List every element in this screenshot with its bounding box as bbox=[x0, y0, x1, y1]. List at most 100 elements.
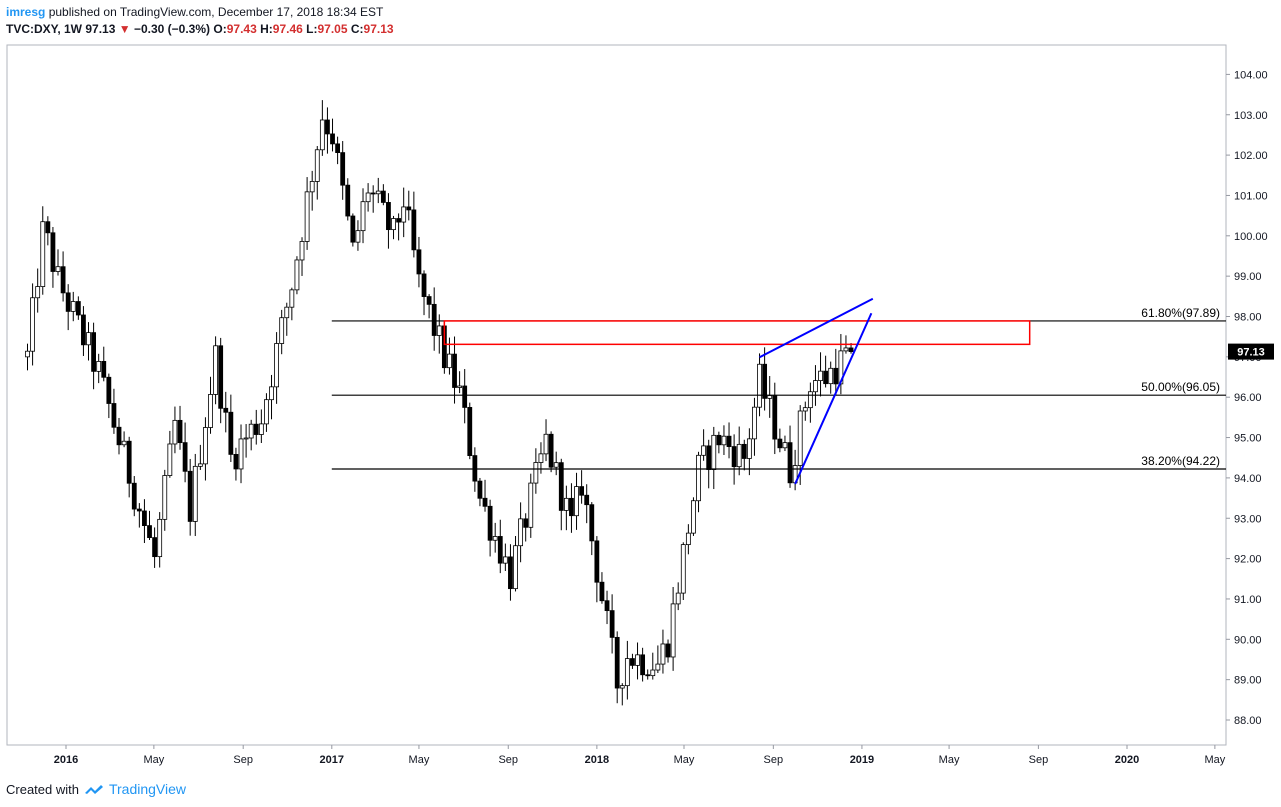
candle-down bbox=[45, 221, 51, 234]
candle-down bbox=[640, 654, 646, 676]
author-link[interactable]: imresg bbox=[6, 5, 46, 19]
candle-down bbox=[706, 445, 712, 470]
candle-up bbox=[818, 370, 823, 381]
candle-up bbox=[650, 669, 656, 677]
candle-up bbox=[538, 453, 544, 463]
close-label: C: bbox=[350, 22, 364, 36]
candle-up bbox=[375, 190, 381, 195]
candle-up bbox=[518, 518, 524, 547]
candle-down bbox=[726, 435, 732, 447]
candle-down bbox=[772, 395, 778, 440]
candle-down bbox=[665, 643, 671, 658]
candle-down bbox=[142, 510, 147, 527]
x-tick-label: 2016 bbox=[54, 754, 78, 766]
open-label: O: bbox=[213, 22, 227, 36]
candle-down bbox=[426, 296, 432, 305]
candle-up bbox=[533, 462, 539, 484]
candle-up bbox=[782, 442, 788, 449]
candle-down bbox=[152, 537, 157, 558]
close-value: 97.13 bbox=[363, 22, 394, 36]
candle-down bbox=[406, 206, 412, 211]
candle-up bbox=[264, 399, 269, 425]
fib-level-label: 38.20%(94.22) bbox=[1141, 454, 1220, 468]
candle-up bbox=[279, 317, 285, 344]
last-price-badge bbox=[1228, 343, 1274, 360]
candle-down bbox=[330, 133, 335, 145]
candle-up bbox=[691, 500, 696, 534]
x-tick-label: 2020 bbox=[1115, 754, 1139, 766]
y-tick-label: 101.00 bbox=[1234, 190, 1268, 202]
candle-down bbox=[848, 347, 854, 353]
candle-down bbox=[482, 497, 488, 507]
candle-down bbox=[421, 273, 427, 297]
candle-up bbox=[843, 347, 849, 352]
candle-up bbox=[502, 556, 508, 564]
candle-down bbox=[467, 407, 473, 456]
candle-down bbox=[223, 407, 229, 413]
y-tick-label: 92.00 bbox=[1234, 554, 1262, 566]
candle-down bbox=[325, 119, 330, 135]
candle-down bbox=[558, 462, 564, 511]
candle-down bbox=[462, 385, 468, 408]
candle-down bbox=[228, 411, 234, 455]
candle-up bbox=[813, 380, 818, 393]
candle-up bbox=[574, 486, 579, 517]
symbol-name[interactable]: TVC:DXY, 1W bbox=[6, 22, 83, 36]
candle-down bbox=[777, 438, 783, 449]
candle-down bbox=[187, 470, 193, 522]
candle-down bbox=[584, 494, 590, 506]
candle-up bbox=[157, 518, 163, 558]
wedge-trendline bbox=[759, 297, 874, 359]
candle-up bbox=[401, 206, 407, 223]
x-tick-label: May bbox=[143, 754, 164, 766]
created-with-text: Created with bbox=[6, 781, 79, 797]
candle-up bbox=[197, 463, 203, 467]
candle-down bbox=[233, 454, 239, 470]
candle-down bbox=[731, 446, 737, 468]
x-tick-label: Sep bbox=[233, 754, 253, 766]
candle-up bbox=[35, 286, 41, 299]
candle-down bbox=[380, 190, 386, 203]
candle-up bbox=[314, 149, 320, 182]
y-tick-label: 103.00 bbox=[1234, 110, 1268, 122]
high-value: 97.46 bbox=[272, 22, 303, 36]
resistance-zone bbox=[443, 320, 1031, 346]
candle-down bbox=[91, 332, 96, 372]
x-tick-label: Sep bbox=[498, 754, 518, 766]
candle-down bbox=[386, 202, 391, 231]
candle-up bbox=[492, 536, 498, 541]
candle-up bbox=[70, 301, 76, 312]
candle-up bbox=[680, 544, 686, 594]
candle-up bbox=[635, 654, 640, 666]
candle-up bbox=[624, 658, 630, 687]
candle-down bbox=[335, 143, 341, 153]
candle-up bbox=[752, 406, 757, 440]
candle-up bbox=[355, 230, 361, 243]
x-tick-label: 2017 bbox=[320, 754, 344, 766]
candle-down bbox=[614, 636, 620, 689]
candle-down bbox=[523, 518, 529, 528]
candle-down bbox=[416, 249, 422, 275]
y-tick-label: 93.00 bbox=[1234, 513, 1262, 525]
candle-up bbox=[767, 395, 773, 399]
tradingview-brand[interactable]: TradingView bbox=[108, 781, 187, 797]
candle-down bbox=[340, 152, 346, 186]
y-tick-label: 99.00 bbox=[1234, 271, 1262, 283]
candle-down bbox=[548, 433, 554, 468]
candle-down bbox=[762, 363, 768, 399]
candle-down bbox=[787, 442, 793, 484]
candle-down bbox=[345, 184, 351, 217]
candle-up bbox=[55, 266, 61, 272]
candle-up bbox=[40, 221, 46, 287]
candle-down bbox=[75, 301, 81, 316]
candle-down bbox=[645, 674, 651, 677]
x-tick-label: Sep bbox=[1029, 754, 1049, 766]
x-tick-label: May bbox=[1204, 754, 1225, 766]
candle-down bbox=[136, 508, 142, 512]
candle-down bbox=[569, 497, 574, 517]
candle-up bbox=[447, 353, 452, 369]
candle-down bbox=[65, 292, 71, 312]
candle-up bbox=[701, 445, 707, 456]
candle-down bbox=[177, 419, 183, 444]
